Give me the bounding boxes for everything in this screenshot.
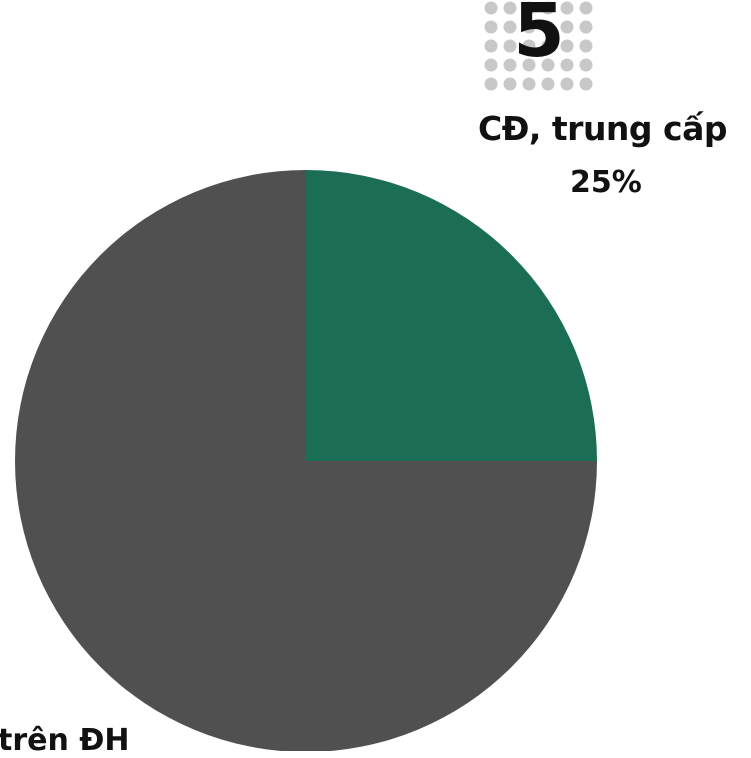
badge-dot: [484, 39, 498, 53]
badge-dot: [579, 77, 593, 91]
badge-dot: [560, 20, 574, 34]
badge-dot: [503, 77, 517, 91]
badge-dot: [579, 58, 593, 72]
badge-dot: [484, 20, 498, 34]
badge-number: 5: [513, 0, 565, 74]
badge-dot: [560, 1, 574, 15]
dot-pattern-icon: [484, 1, 593, 91]
badge-dot: [560, 58, 574, 72]
badge-dot: [503, 39, 517, 53]
slice-value-label-college: 25%: [570, 165, 642, 200]
badge-dot: [522, 58, 536, 72]
pie-slice-postgraduate: [15, 170, 597, 751]
badge-dot: [560, 77, 574, 91]
badge-dot: [579, 1, 593, 15]
badge-dot: [503, 20, 517, 34]
slice-label-college: CĐ, trung cấp: [478, 109, 728, 148]
slice-label-postgraduate: trên ĐH: [0, 723, 130, 758]
badge-dot: [503, 1, 517, 15]
badge-dot: [579, 20, 593, 34]
badge-dot: [503, 58, 517, 72]
pie-slice-college: [306, 170, 597, 461]
badge-dot: [560, 39, 574, 53]
badge-dot: [541, 58, 555, 72]
count-badge: 5: [482, 0, 596, 100]
badge-dot: [541, 1, 555, 15]
badge-dot: [522, 39, 536, 53]
badge-dot: [484, 58, 498, 72]
badge-dot: [579, 39, 593, 53]
badge-dot: [541, 39, 555, 53]
badge-dot: [541, 20, 555, 34]
badge-dot: [522, 20, 536, 34]
badge-dot: [522, 1, 536, 15]
badge-dot: [484, 1, 498, 15]
badge-dot: [522, 77, 536, 91]
badge-dot: [541, 77, 555, 91]
badge-dot: [484, 77, 498, 91]
